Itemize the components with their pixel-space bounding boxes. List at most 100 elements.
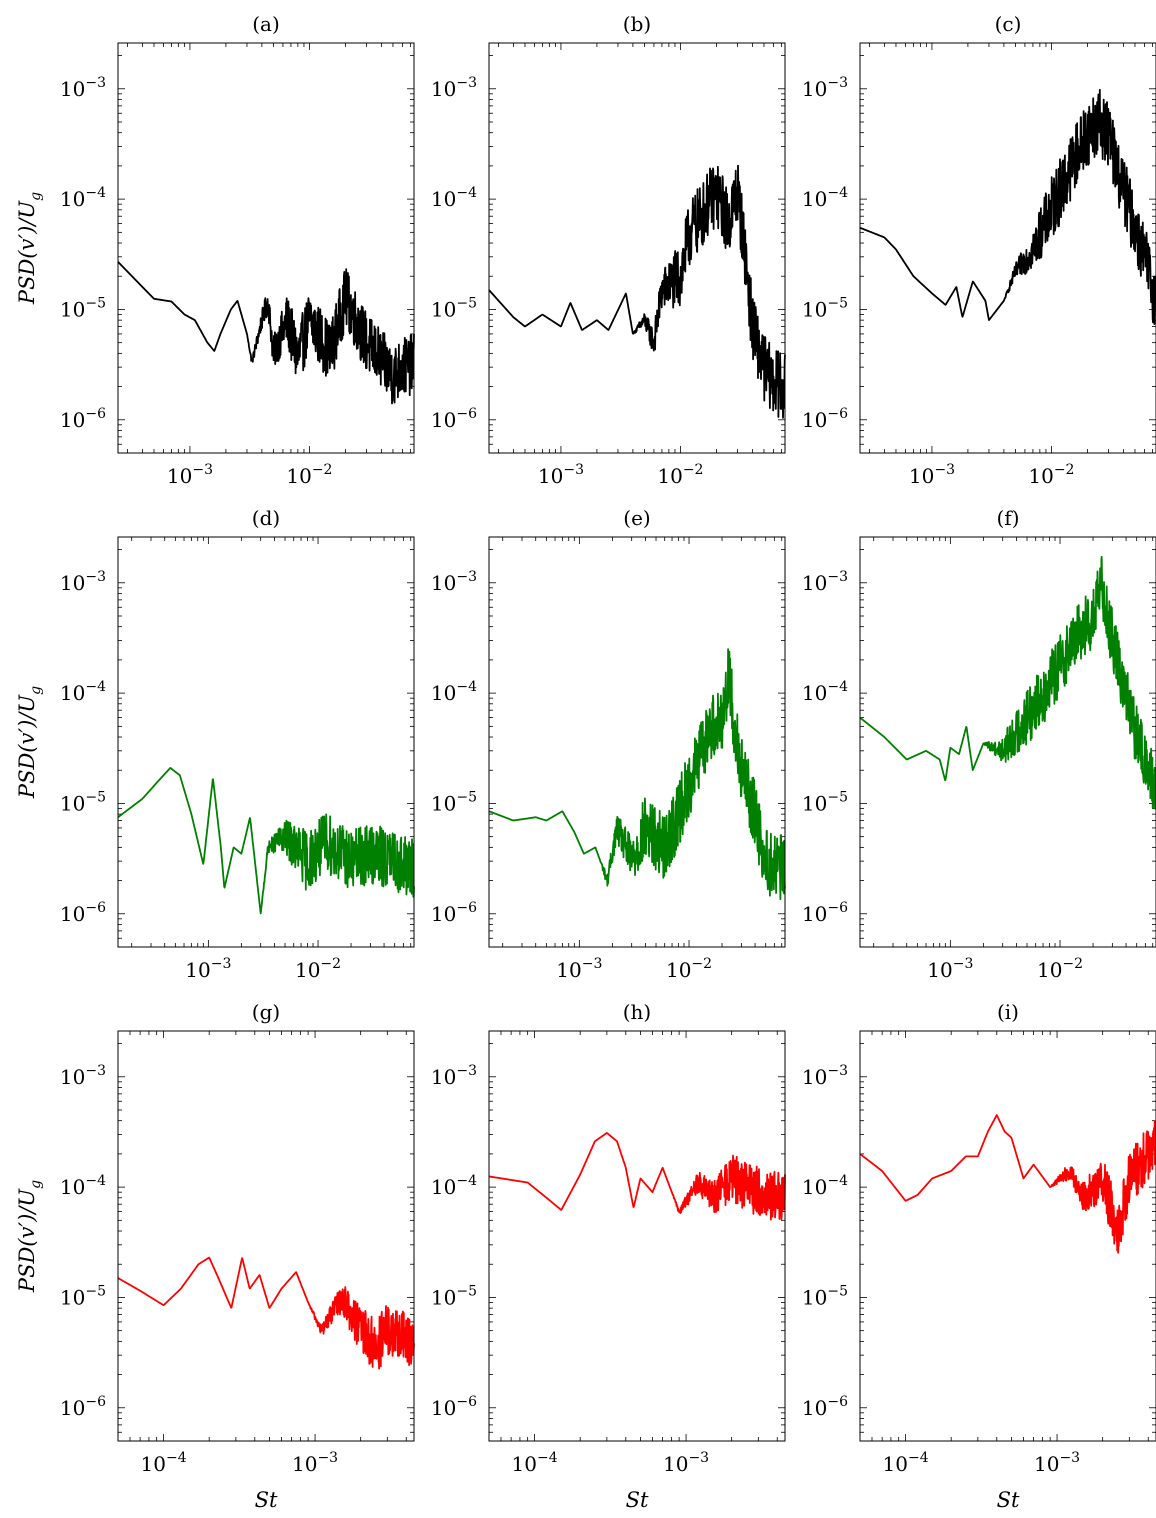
y-tick-label: 10−4	[431, 679, 477, 705]
series-line	[859, 88, 1156, 325]
x-tick-label: 10−3	[185, 956, 231, 982]
series-line	[859, 555, 1156, 810]
y-tick-label: 10−6	[60, 1394, 106, 1420]
y-tick-label: 10−6	[802, 406, 848, 432]
x-tick-label: 10−3	[167, 462, 213, 488]
panel-3: (c) 10−3 10−4 10−5 10−6 10−3 10−2	[802, 12, 1156, 488]
series-line	[117, 261, 415, 405]
plot-frame	[117, 536, 415, 948]
y-tick-label: 10−4	[60, 185, 106, 211]
x-tick-label: 10−3	[927, 956, 973, 982]
axis-ticks	[118, 537, 414, 948]
y-tick-label: 10−6	[802, 900, 848, 926]
panel-title: (a)	[252, 12, 280, 36]
y-tick-label: 10−6	[802, 1394, 848, 1420]
axis-ticks	[859, 1031, 1156, 1442]
y-tick-label: 10−5	[60, 789, 106, 815]
panel-2: (b) 10−3 10−4 10−5 10−6 10−3 10−2	[431, 12, 786, 488]
x-tick-label: 10−2	[295, 956, 341, 982]
y-tick-label: 10−5	[431, 1283, 477, 1309]
y-tick-label: 10−5	[431, 789, 477, 815]
panel-title: (c)	[995, 12, 1022, 36]
y-tick-label: 10−5	[431, 295, 477, 321]
y-axis-label: PSD(v′)/Ug	[15, 1180, 44, 1293]
y-tick-label: 10−5	[802, 1283, 848, 1309]
plot-frame	[488, 42, 786, 454]
y-axis-label: PSD(v′)/Ug	[15, 192, 44, 305]
panel-8: (h) 10−3 10−4 10−5 10−6 10−4 10−3 St	[431, 1000, 786, 1512]
panel-title: (b)	[623, 12, 651, 36]
axis-ticks	[489, 537, 785, 948]
plot-frame	[117, 1030, 415, 1442]
y-tick-label: 10−3	[60, 75, 106, 101]
y-tick-label: 10−5	[802, 789, 848, 815]
y-tick-label: 10−4	[60, 1173, 106, 1199]
x-axis-label: St	[626, 1488, 649, 1512]
axis-ticks	[118, 43, 414, 454]
axis-ticks	[860, 43, 1156, 454]
axis-ticks	[489, 43, 785, 454]
x-axis-label: St	[997, 1488, 1020, 1512]
plot-frame	[488, 1030, 786, 1442]
x-tick-label: 10−2	[657, 462, 703, 488]
x-tick-label: 10−4	[141, 1450, 187, 1476]
x-tick-label: 10−2	[1037, 956, 1083, 982]
series-line	[117, 1256, 415, 1370]
y-tick-label: 10−5	[60, 295, 106, 321]
y-tick-label: 10−6	[60, 900, 106, 926]
plot-frame	[488, 536, 786, 948]
y-tick-label: 10−4	[802, 185, 848, 211]
y-tick-label: 10−6	[431, 900, 477, 926]
y-tick-label: 10−4	[802, 1173, 848, 1199]
x-tick-label: 10−3	[292, 1450, 338, 1476]
panel-9: (i) 10−3 10−4 10−5 10−6 10−4 10−3 St	[802, 1000, 1156, 1512]
y-tick-label: 10−3	[60, 1063, 106, 1089]
y-tick-label: 10−3	[802, 1063, 848, 1089]
panel-title: (i)	[997, 1000, 1019, 1024]
x-tick-label: 10−3	[663, 1450, 709, 1476]
y-tick-label: 10−6	[431, 1394, 477, 1420]
panel-6: (f) 10−3 10−4 10−5 10−6 10−3 10−2	[802, 506, 1156, 982]
axis-ticks	[860, 537, 1156, 948]
x-tick-label: 10−4	[883, 1450, 929, 1476]
y-tick-label: 10−3	[431, 1063, 477, 1089]
series-line	[859, 1114, 1156, 1254]
x-tick-label: 10−4	[512, 1450, 558, 1476]
y-tick-label: 10−3	[802, 569, 848, 595]
y-tick-label: 10−6	[431, 406, 477, 432]
y-tick-label: 10−3	[431, 75, 477, 101]
y-tick-label: 10−5	[802, 295, 848, 321]
y-tick-label: 10−3	[60, 569, 106, 595]
plot-frame	[859, 42, 1156, 454]
y-tick-label: 10−4	[802, 679, 848, 705]
series-line	[488, 164, 786, 419]
plot-frame	[117, 42, 415, 454]
y-tick-label: 10−4	[431, 185, 477, 211]
series-line	[488, 648, 786, 901]
panel-title: (d)	[252, 506, 280, 530]
panel-title: (e)	[623, 506, 650, 530]
panel-7: (g) 10−3 10−4 10−5 10−6 10−4 10−3 PSD(v′)/Ug St	[15, 1000, 415, 1512]
x-tick-label: 10−3	[1034, 1450, 1080, 1476]
panel-1: (a) 10−3 10−4 10−5 10−6 10−3 10−2 PSD(v′)/Ug	[15, 12, 415, 488]
x-tick-label: 10−2	[1028, 462, 1074, 488]
plot-frame	[859, 536, 1156, 948]
panel-4: (d) 10−3 10−4 10−5 10−6 10−3 10−2 PSD(v′)/Ug	[15, 506, 415, 982]
series-line	[117, 767, 415, 915]
x-tick-label: 10−2	[286, 462, 332, 488]
x-tick-label: 10−3	[556, 956, 602, 982]
axis-ticks	[488, 1031, 785, 1442]
plot-frame	[859, 1030, 1156, 1442]
y-tick-label: 10−4	[60, 679, 106, 705]
y-tick-label: 10−4	[431, 1173, 477, 1199]
panel-5: (e) 10−3 10−4 10−5 10−6 10−3 10−2	[431, 506, 786, 982]
x-tick-label: 10−2	[666, 956, 712, 982]
y-tick-label: 10−5	[60, 1283, 106, 1309]
y-tick-label: 10−3	[802, 75, 848, 101]
y-tick-label: 10−6	[60, 406, 106, 432]
axis-ticks	[117, 1031, 414, 1442]
x-tick-label: 10−3	[538, 462, 584, 488]
series-line	[488, 1132, 786, 1221]
x-axis-label: St	[255, 1488, 278, 1512]
